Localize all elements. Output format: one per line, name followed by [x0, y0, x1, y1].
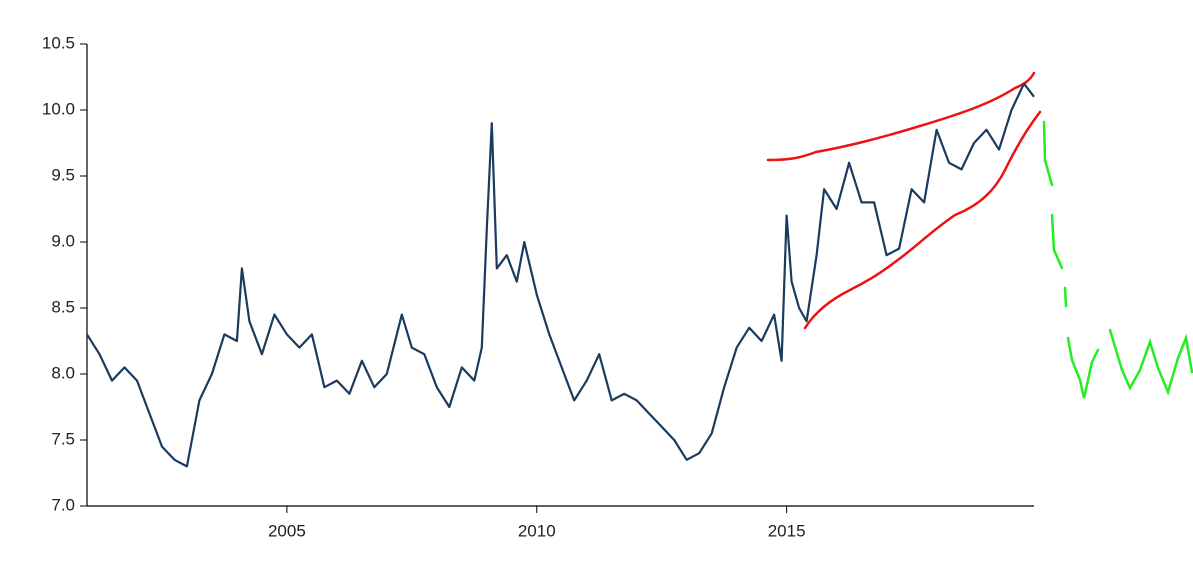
projection-stroke: [1063, 286, 1068, 308]
projection-stroke: [1108, 328, 1193, 396]
y-tick-label: 8.0: [51, 363, 75, 382]
x-tick-label: 2010: [518, 521, 556, 540]
y-tick-label: 9.5: [51, 165, 75, 184]
x-tick-label: 2015: [768, 521, 806, 540]
projection-stroke: [1066, 336, 1100, 399]
annotation-channel: [766, 71, 1042, 330]
y-tick-label: 10.5: [42, 33, 75, 52]
price-line: [86, 82, 1035, 468]
y-tick-label: 7.0: [51, 495, 75, 514]
x-tick-label: 2005: [268, 521, 306, 540]
projection-stroke: [1050, 213, 1064, 270]
y-tick-label: 8.5: [51, 297, 75, 316]
upper-trendline: [766, 71, 1036, 162]
lower-trendline: [803, 110, 1042, 330]
y-tick-label: 10.0: [42, 99, 75, 118]
annotation-projection: [1042, 120, 1193, 399]
y-tick-label: 9.0: [51, 231, 75, 250]
projection-stroke: [1042, 120, 1054, 187]
y-tick-label: 7.5: [51, 429, 75, 448]
